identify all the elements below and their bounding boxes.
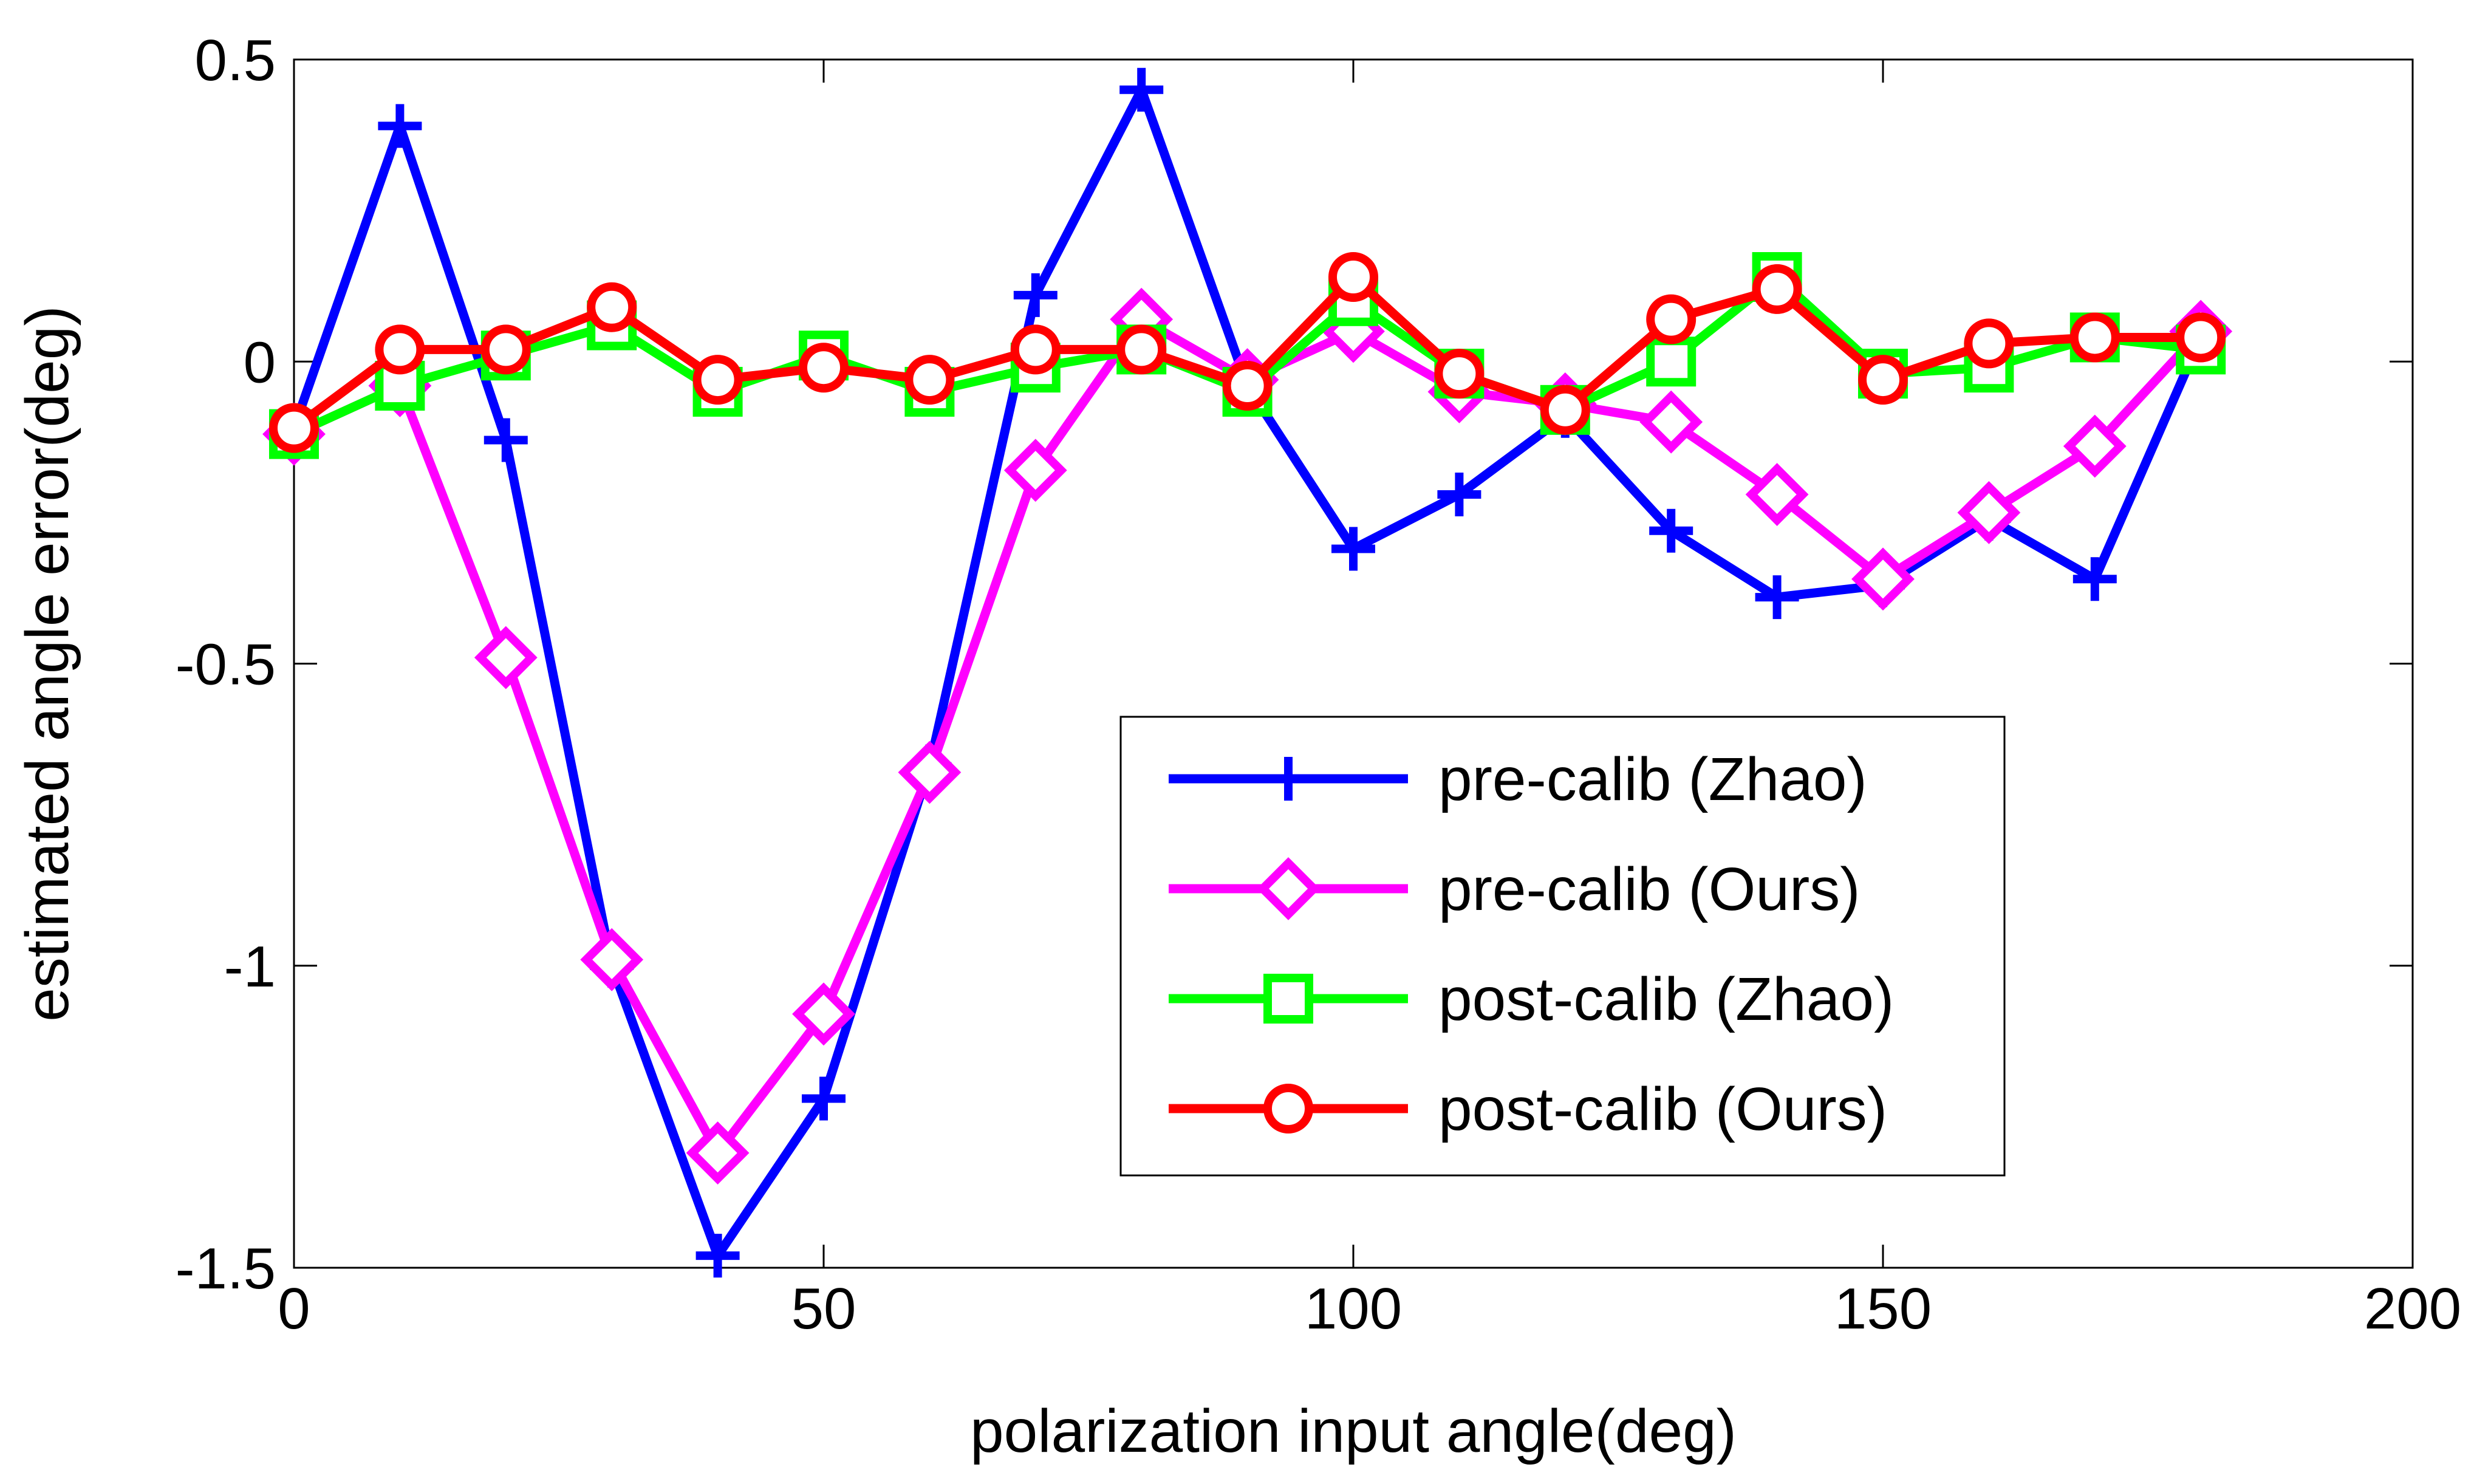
- data-point-post-calib-ours: [692, 355, 743, 405]
- data-point-pre-calib-ours: [580, 928, 644, 991]
- data-point-pre-calib-ours: [1003, 439, 1067, 502]
- data-point-post-calib-ours: [1540, 385, 1590, 435]
- data-point-pre-calib-ours: [2063, 414, 2127, 478]
- legend-label: pre-calib (Ours): [1438, 855, 1861, 923]
- axis-ticks: 0 50 100 150 200 0.5 0 -0.5 -1 -1.5: [176, 28, 2462, 1341]
- x-tick-label: 150: [1834, 1276, 1932, 1341]
- y-tick-label: 0.5: [195, 28, 276, 93]
- data-point-post-calib-ours: [1434, 349, 1485, 399]
- legend-label: post-calib (Zhao): [1438, 965, 1894, 1033]
- data-point-post-calib-ours: [1010, 324, 1061, 375]
- y-axis-label: estimated angle error(deg): [13, 306, 81, 1021]
- data-point-pre-calib-ours: [474, 626, 538, 689]
- y-tick-label: -1.5: [176, 1236, 276, 1301]
- series-post-calib-ours: [269, 252, 2226, 453]
- data-point-pre-calib-ours: [898, 740, 962, 804]
- x-axis-label: polarization input angle(deg): [970, 1397, 1737, 1465]
- data-point-pre-calib-zhao: [2072, 557, 2117, 601]
- legend: pre-calib (Zhao) pre-calib (Ours) post-cal…: [1119, 716, 2006, 1177]
- data-point-post-calib-ours: [1328, 252, 1378, 303]
- data-point-pre-calib-ours: [1851, 547, 1915, 611]
- data-point-post-calib-zhao: [1646, 337, 1697, 387]
- data-point-post-calib-ours: [904, 355, 955, 405]
- data-point-post-calib-ours: [1858, 355, 1908, 405]
- data-point-post-calib-ours: [1116, 324, 1167, 375]
- data-point-post-calib-ours: [269, 403, 319, 453]
- data-point-pre-calib-zhao: [1331, 527, 1375, 571]
- data-point-post-calib-ours: [1964, 318, 2014, 369]
- data-point-post-calib-ours: [480, 324, 531, 375]
- data-point-post-calib-ours: [2069, 312, 2120, 363]
- legend-item-post-calib-zhao: post-calib (Zhao): [1169, 965, 1894, 1033]
- data-point-post-calib-ours: [1752, 264, 1802, 314]
- y-tick-label: 0: [244, 330, 276, 395]
- data-point-post-calib-ours: [1646, 294, 1697, 344]
- legend-item-pre-calib-zhao: pre-calib (Zhao): [1169, 745, 1867, 813]
- legend-label: pre-calib (Zhao): [1438, 745, 1867, 813]
- data-point-pre-calib-zhao: [802, 1076, 846, 1121]
- legend-label: post-calib (Ours): [1438, 1075, 1887, 1143]
- legend-item-pre-calib-ours: pre-calib (Ours): [1169, 855, 1861, 923]
- x-tick-label: 200: [2364, 1276, 2461, 1341]
- data-point-pre-calib-zhao: [1013, 273, 1058, 317]
- x-tick-label: 100: [1305, 1276, 1402, 1341]
- data-point-pre-calib-zhao: [378, 104, 422, 148]
- legend-marker-post-calib-ours: [1263, 1084, 1313, 1134]
- data-point-pre-calib-zhao: [695, 1234, 740, 1278]
- data-point-pre-calib-ours: [1745, 463, 1809, 526]
- legend-marker-post-calib-zhao: [1263, 974, 1313, 1024]
- legend-marker-pre-calib-ours: [1257, 857, 1320, 920]
- data-point-pre-calib-zhao: [484, 418, 528, 462]
- y-tick-label: -0.5: [176, 632, 276, 697]
- data-point-pre-calib-ours: [686, 1121, 750, 1185]
- data-point-pre-calib-zhao: [1119, 67, 1164, 112]
- data-point-post-calib-ours: [375, 324, 425, 375]
- data-point-pre-calib-ours: [1639, 390, 1703, 454]
- legend-marker-pre-calib-zhao: [1266, 757, 1310, 801]
- data-point-post-calib-ours: [1222, 361, 1273, 411]
- data-point-pre-calib-zhao: [1649, 508, 1693, 553]
- data-point-pre-calib-ours: [792, 982, 855, 1046]
- data-point-post-calib-ours: [587, 282, 637, 332]
- data-series: [262, 67, 2233, 1278]
- data-point-pre-calib-ours: [1957, 480, 2021, 544]
- data-point-pre-calib-zhao: [1437, 473, 1481, 517]
- data-point-post-calib-ours: [799, 343, 849, 393]
- legend-item-post-calib-ours: post-calib (Ours): [1169, 1075, 1887, 1143]
- x-tick-label: 50: [791, 1276, 856, 1341]
- x-tick-label: 0: [278, 1276, 310, 1341]
- data-point-post-calib-ours: [2176, 312, 2226, 363]
- data-point-pre-calib-zhao: [1755, 575, 1799, 620]
- y-tick-label: -1: [224, 934, 276, 999]
